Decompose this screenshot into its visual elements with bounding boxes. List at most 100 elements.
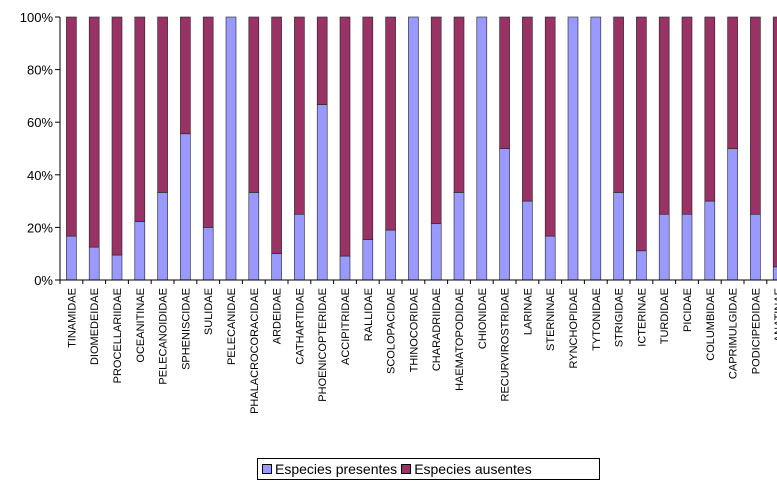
category-label: CHIONIDAE xyxy=(477,288,489,349)
category-label: PELECANIDAE xyxy=(226,288,238,365)
bar-absent xyxy=(180,16,191,135)
bar-absent xyxy=(316,16,328,105)
bar-absent xyxy=(613,16,624,193)
category-label: DIOMEDEIDAE xyxy=(89,288,101,365)
bar-present xyxy=(408,16,419,281)
category-label: LARINAE xyxy=(522,288,534,335)
bar-absent xyxy=(157,16,168,193)
category-label: PHOENICOPTERIDAE xyxy=(317,288,329,402)
legend: Especies presentes Especies ausentes xyxy=(257,458,600,480)
category-label: RALLIDAE xyxy=(363,288,375,341)
y-tick-label: 20% xyxy=(27,220,53,235)
bar-present xyxy=(704,200,716,281)
bar-present xyxy=(157,192,168,281)
bar-absent xyxy=(636,16,647,252)
category-label: ARDEIDAE xyxy=(272,288,284,344)
bar-absent xyxy=(271,16,282,254)
bar-absent xyxy=(544,16,556,237)
category-label: OCEANITINAE xyxy=(135,288,147,363)
bar-present xyxy=(681,213,693,281)
category-label: PHALACROCORACIDAE xyxy=(249,288,261,414)
category-label: SCOLOPACIDAE xyxy=(386,288,398,374)
bar-present xyxy=(544,235,556,281)
legend-swatch-present xyxy=(262,464,272,474)
bar-present xyxy=(522,200,533,281)
y-tick-label: 40% xyxy=(27,168,53,183)
bar-absent xyxy=(362,16,374,240)
bar-absent xyxy=(134,16,146,222)
bar-present xyxy=(66,235,77,281)
category-label: HAEMATOPODIDAE xyxy=(454,288,466,391)
category-label: PELECANOIDIDAE xyxy=(158,288,170,385)
category-label: TURDIDAE xyxy=(659,288,671,344)
bar-present xyxy=(294,213,305,281)
bar-present xyxy=(202,227,214,281)
category-label: PROCELLARIIDAE xyxy=(112,288,124,383)
bar-present xyxy=(362,239,374,281)
category-label: TINAMIDAE xyxy=(66,288,78,348)
bar-absent xyxy=(111,16,123,256)
legend-label-present: Especies presentes xyxy=(275,461,398,477)
legend-item-present: Especies presentes xyxy=(262,461,397,477)
bar-absent xyxy=(727,16,738,149)
bar-present xyxy=(180,133,191,281)
legend-label-absent: Especies ausentes xyxy=(414,461,532,477)
bar-present xyxy=(613,192,624,281)
category-label: SPHENISCIDAE xyxy=(180,288,192,370)
bar-absent xyxy=(658,16,670,215)
bar-present xyxy=(88,246,100,281)
bar-present xyxy=(339,255,351,281)
category-label: TYTONIDAE xyxy=(591,288,603,351)
category-label: PODICIPEDIDAE xyxy=(750,288,762,374)
bar-present xyxy=(636,250,647,281)
bar-absent xyxy=(248,16,260,193)
bar-absent xyxy=(453,16,465,193)
legend-swatch-absent xyxy=(401,464,412,474)
category-label: CATHARTIDAE xyxy=(294,288,306,365)
bar-present xyxy=(134,221,146,281)
bar-absent xyxy=(681,16,693,215)
bar-present xyxy=(567,16,579,281)
bar-present xyxy=(499,148,510,281)
category-label: SULIDAE xyxy=(203,288,215,335)
bar-present xyxy=(316,104,328,281)
category-label: ANATINAE xyxy=(773,288,777,342)
bar-absent xyxy=(750,16,761,215)
bar-present xyxy=(453,192,465,281)
bar-absent xyxy=(704,16,716,202)
bar-present xyxy=(658,213,670,281)
y-tick-label: 60% xyxy=(27,115,53,130)
category-label: ACCIPITRIDAE xyxy=(340,288,352,365)
bar-present xyxy=(476,16,488,281)
bar-absent xyxy=(430,16,442,225)
bar-present xyxy=(750,213,761,281)
bar-present xyxy=(430,223,442,281)
bar-absent xyxy=(88,16,100,248)
category-label: COLUMBIDAE xyxy=(705,288,717,361)
bar-present xyxy=(225,16,237,281)
category-label: RYNCHOPIDAE xyxy=(568,288,580,368)
bar-absent xyxy=(522,16,533,202)
category-label: STERNINAE xyxy=(545,288,557,351)
category-label: CAPRIMULGIDAE xyxy=(728,288,740,379)
bar-present xyxy=(248,192,260,281)
category-label: RECURVIROSTRIDAE xyxy=(500,288,512,401)
y-tick-label: 80% xyxy=(27,63,53,78)
category-label: ICTERINAE xyxy=(636,288,648,347)
bar-absent xyxy=(66,16,77,237)
bar-present xyxy=(590,16,602,281)
bar-present xyxy=(772,266,777,281)
category-label: THINOCORIDAE xyxy=(408,288,420,372)
bar-present xyxy=(727,148,738,281)
category-label: STRIGIDAE xyxy=(614,288,626,347)
bar-present xyxy=(271,253,282,281)
bar-absent xyxy=(294,16,305,215)
bar-present xyxy=(385,229,396,281)
bar-absent xyxy=(339,16,351,257)
bar-absent xyxy=(385,16,396,231)
category-label: CHARADRIIDAE xyxy=(431,288,443,371)
legend-item-absent: Especies ausentes xyxy=(401,461,532,477)
category-label: PICIDAE xyxy=(682,288,694,332)
y-tick-label: 0% xyxy=(34,273,53,288)
